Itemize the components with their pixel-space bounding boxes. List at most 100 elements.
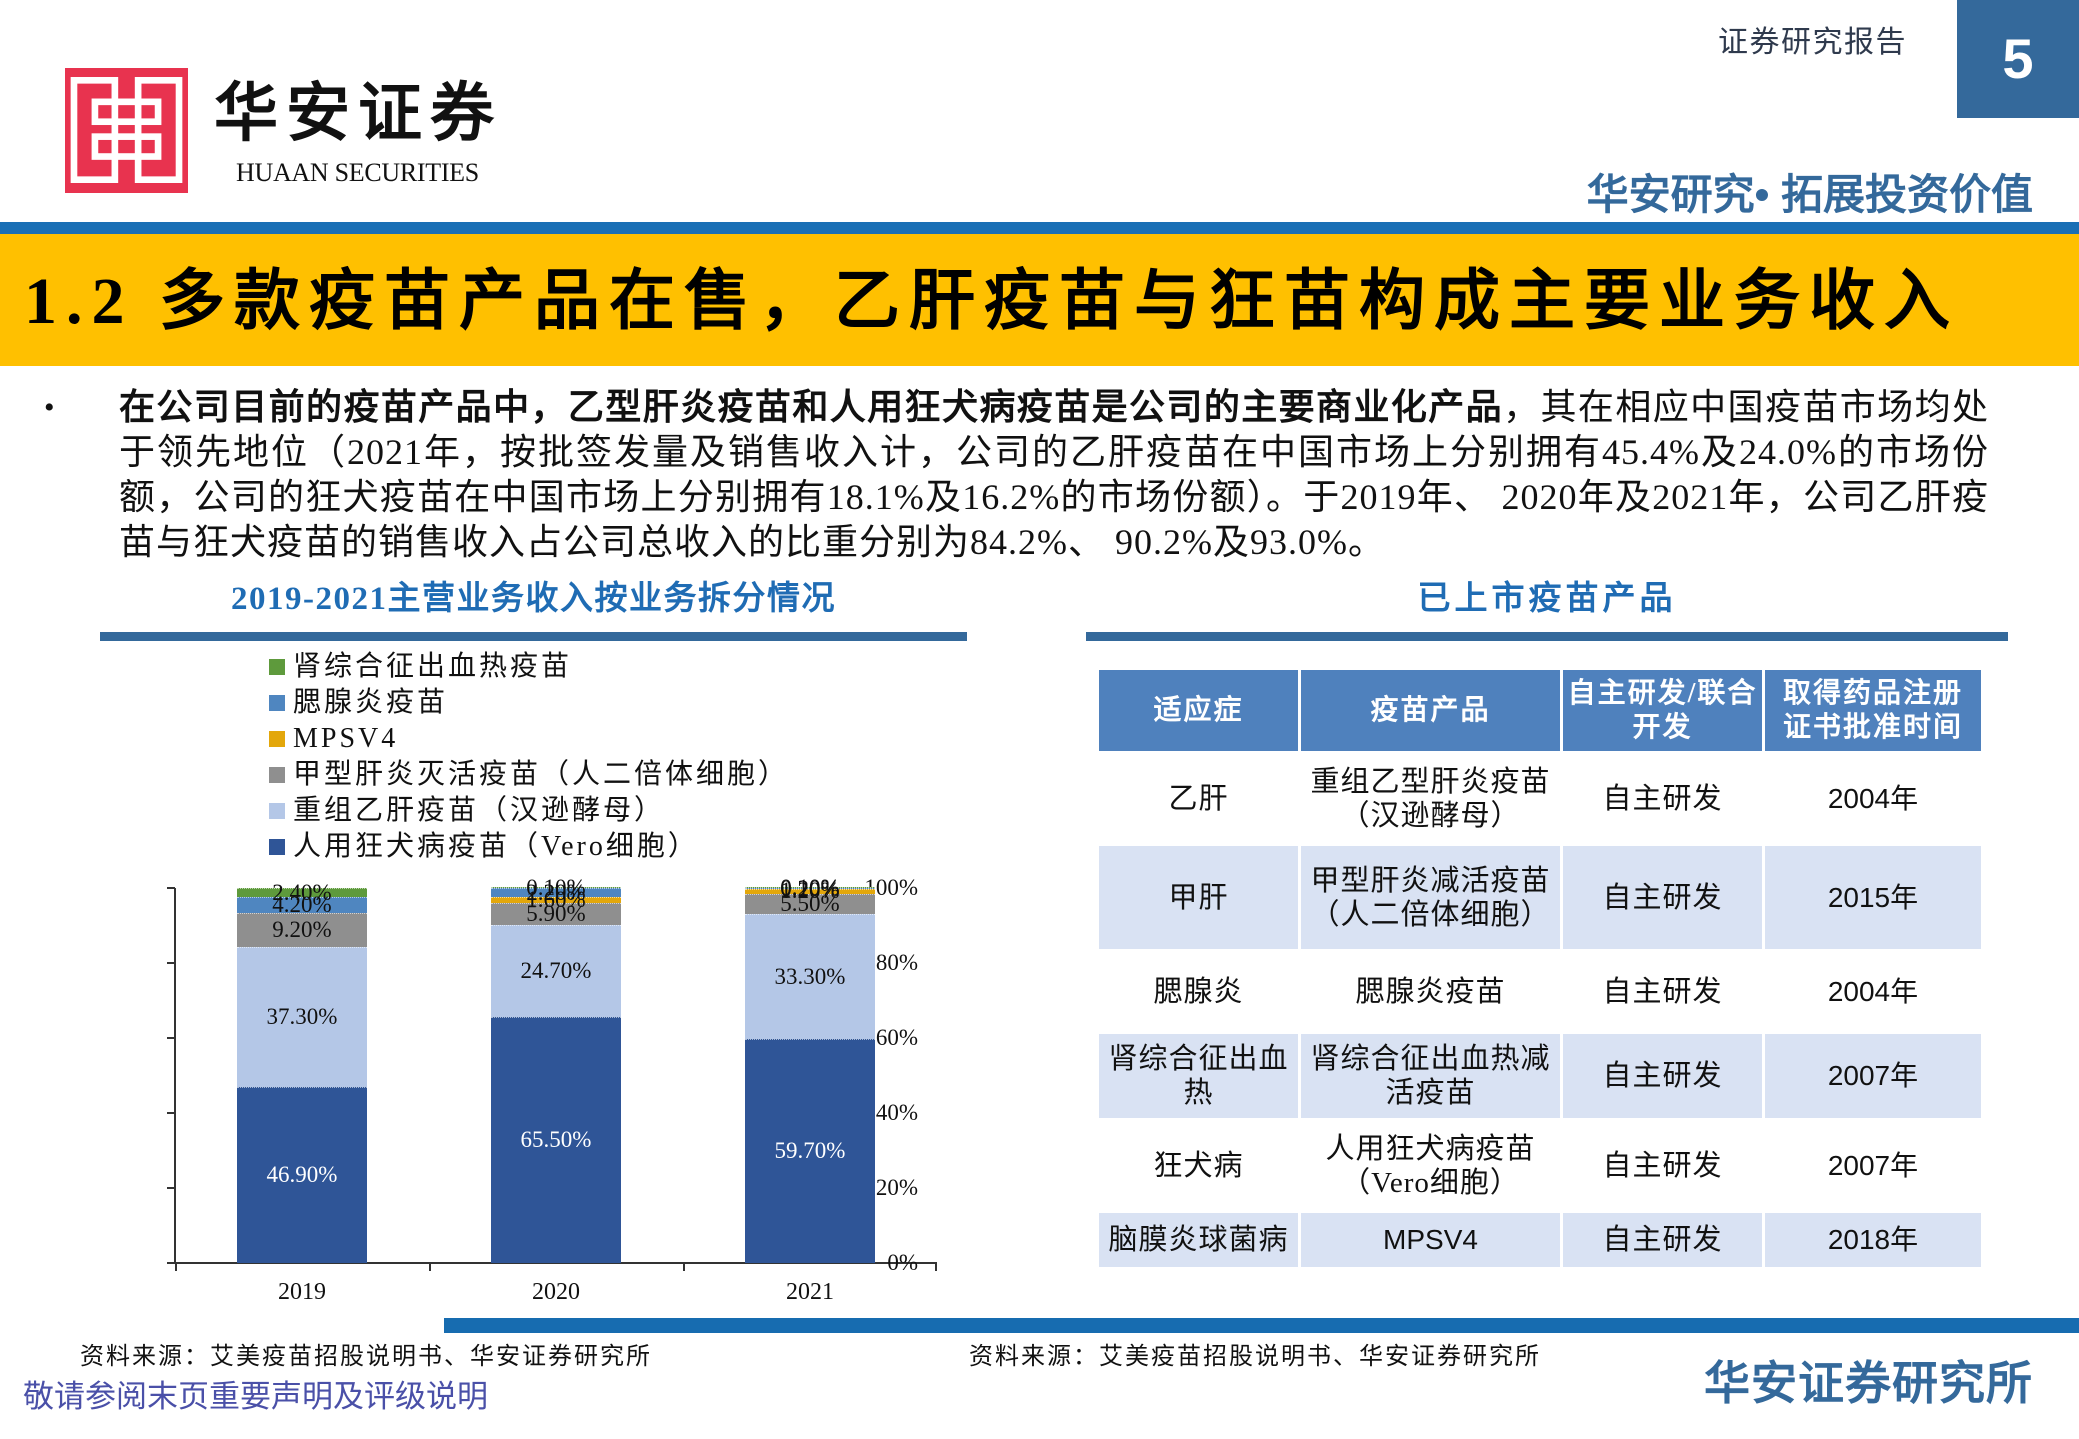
table-cell-approval-date: 2007年 xyxy=(1765,1034,1981,1118)
x-axis-tick xyxy=(429,1262,431,1271)
bullet-marker: • xyxy=(44,391,55,424)
y-axis-tick-label: 60% xyxy=(875,1025,918,1050)
table-cell-indication: 乙肝 xyxy=(1168,782,1229,815)
legend-item: 腮腺炎疫苗 xyxy=(269,685,789,721)
table-cell-indication: 肾综合征出血热 xyxy=(1099,1034,1298,1118)
data-label: 2.20% xyxy=(526,879,586,905)
data-label: 59.70% xyxy=(774,1138,846,1164)
x-axis-label: 2020 xyxy=(532,1279,580,1305)
page-number-box: 5 xyxy=(1957,0,2079,118)
bar-segment xyxy=(745,887,875,889)
summary-body: ，其在相应中国疫苗市场均处于领先地位（2021年，按批签发量及销售收入计，公司的… xyxy=(119,387,1989,562)
table-cell-product: MPSV4 xyxy=(1301,1213,1560,1267)
bar-segment xyxy=(745,889,875,894)
legend-item: MPSV4 xyxy=(269,721,789,757)
table-cell-approval-date: 2007年 xyxy=(1827,1149,1919,1181)
data-label: 5.50% xyxy=(780,890,840,916)
table-cell-product: 重组乙型肝炎疫苗（汉逊酵母） xyxy=(1310,765,1551,832)
report-type-label: 证券研究报告 xyxy=(1718,26,1907,59)
bar-segment xyxy=(237,947,367,1088)
table-cell-product: 腮腺炎疫苗 xyxy=(1355,975,1506,1008)
bar-segment xyxy=(237,1087,367,1263)
huaan-knot-logo-icon xyxy=(65,68,188,193)
bar-2021 xyxy=(745,887,875,1263)
table-cell-development: 自主研发 xyxy=(1602,975,1723,1008)
legend-swatch-icon xyxy=(269,731,285,747)
table-cell-indication: 脑膜炎球菌病 xyxy=(1099,1213,1298,1267)
bar-segment xyxy=(745,914,875,1040)
y-axis-tick xyxy=(167,1037,175,1039)
data-label: 1.60% xyxy=(526,886,586,912)
legend-label: 重组乙肝疫苗（汉逊酵母） xyxy=(293,795,666,826)
table-header-indication: 适应症 xyxy=(1099,670,1298,751)
vaccine-products-table: 适应症 疫苗产品 自主研发/联合开发 取得药品注册证书批准时间 乙肝 重组乙型肝… xyxy=(1099,670,1981,1267)
summary-bold-lead: 在公司目前的疫苗产品中，乙型肝炎疫苗和人用狂犬病疫苗是公司的主要商业化产品 xyxy=(119,387,1504,427)
chart-title-rule xyxy=(100,632,967,641)
data-label: 46.90% xyxy=(266,1162,338,1188)
brand-name-english: HUAAN SECURITIES xyxy=(236,158,479,187)
data-label: 0.10% xyxy=(526,875,586,901)
bar-segment xyxy=(237,897,367,913)
legend-swatch-icon xyxy=(269,767,285,783)
page-number: 5 xyxy=(2002,27,2034,90)
bar-segment xyxy=(491,888,621,897)
bar-segment xyxy=(237,912,367,948)
legend-label: MPSV4 xyxy=(293,723,399,754)
data-label: 5.90% xyxy=(526,900,586,926)
legend-swatch-icon xyxy=(269,803,285,819)
legend-label: 甲型肝炎灭活疫苗（人二倍体细胞） xyxy=(293,759,790,790)
table-header-approval-date: 取得药品注册证书批准时间 xyxy=(1765,670,1981,751)
bar-2020 xyxy=(491,887,621,1263)
table-cell-approval-date: 2015年 xyxy=(1765,846,1981,949)
table-source-note: 资料来源：艾美疫苗招股说明书、华安证券研究所 xyxy=(969,1344,1541,1370)
table-cell-approval-date: 2004年 xyxy=(1827,975,1919,1007)
y-axis-tick xyxy=(167,1187,175,1189)
table-header-product: 疫苗产品 xyxy=(1301,670,1560,751)
data-label: 37.30% xyxy=(266,1004,338,1030)
table-cell-development: 自主研发 xyxy=(1563,846,1762,949)
y-axis-tick-label: 20% xyxy=(875,1175,918,1200)
data-label: 1.20% xyxy=(780,878,840,904)
data-label: 65.50% xyxy=(520,1127,592,1153)
institute-name: 华安证券研究所 xyxy=(1704,1357,2033,1409)
bar-segment xyxy=(237,888,367,897)
header-divider xyxy=(0,222,2079,234)
y-axis-tick xyxy=(167,887,175,889)
bar-segment xyxy=(491,902,621,925)
legend-item: 人用狂犬病疫苗（Vero细胞） xyxy=(269,829,789,865)
x-axis-tick xyxy=(935,1262,937,1271)
x-axis xyxy=(175,1262,937,1264)
y-axis-tick xyxy=(167,1112,175,1114)
table-cell-indication: 腮腺炎 xyxy=(1153,975,1244,1008)
bar-segment xyxy=(745,893,875,915)
table-cell-product: 人用狂犬病疫苗（Vero细胞） xyxy=(1325,1132,1536,1199)
y-axis-tick-label: 0% xyxy=(887,1250,918,1275)
table-title-rule xyxy=(1086,632,2008,641)
section-title-band xyxy=(0,234,2079,366)
legend-item: 甲型肝炎灭活疫苗（人二倍体细胞） xyxy=(269,757,789,793)
legend-label: 腮腺炎疫苗 xyxy=(293,687,449,718)
table-cell-development: 自主研发 xyxy=(1563,1213,1762,1267)
data-label: 2.40% xyxy=(272,879,332,905)
data-label: 0.10% xyxy=(780,875,840,901)
x-axis-label: 2021 xyxy=(786,1279,834,1305)
table-cell-product: 甲型肝炎减活疫苗（人二倍体细胞） xyxy=(1301,846,1560,949)
bar-segment xyxy=(491,924,621,1018)
bar-segment xyxy=(745,888,875,890)
summary-paragraph: 在公司目前的疫苗产品中，乙型肝炎疫苗和人用狂犬病疫苗是公司的主要商业化产品，其在… xyxy=(119,385,1989,565)
y-axis-tick xyxy=(167,962,175,964)
slogan: 华安研究• 拓展投资价值 xyxy=(1586,171,2033,218)
table-header-development: 自主研发/联合开发 xyxy=(1563,670,1762,751)
bar-segment xyxy=(491,896,621,903)
bar-segment xyxy=(491,1017,621,1263)
footer-divider xyxy=(444,1318,2079,1333)
x-axis-tick xyxy=(683,1262,685,1271)
table-cell-approval-date: 2004年 xyxy=(1827,782,1919,814)
bar-segment xyxy=(491,887,621,889)
disclaimer-link: 敬请参阅末页重要声明及评级说明 xyxy=(23,1379,488,1414)
legend-label: 人用狂犬病疫苗（Vero细胞） xyxy=(293,831,699,862)
x-axis-label: 2019 xyxy=(278,1279,326,1305)
table-cell-development: 自主研发 xyxy=(1563,1034,1762,1118)
stacked-bar-chart: 0% 20% 40% 60% 80% 100% 46.90% 37.30% 9.20% 4.20%… xyxy=(167,875,937,1305)
chart-title: 2019-2021主营业务收入按业务拆分情况 xyxy=(231,581,836,617)
